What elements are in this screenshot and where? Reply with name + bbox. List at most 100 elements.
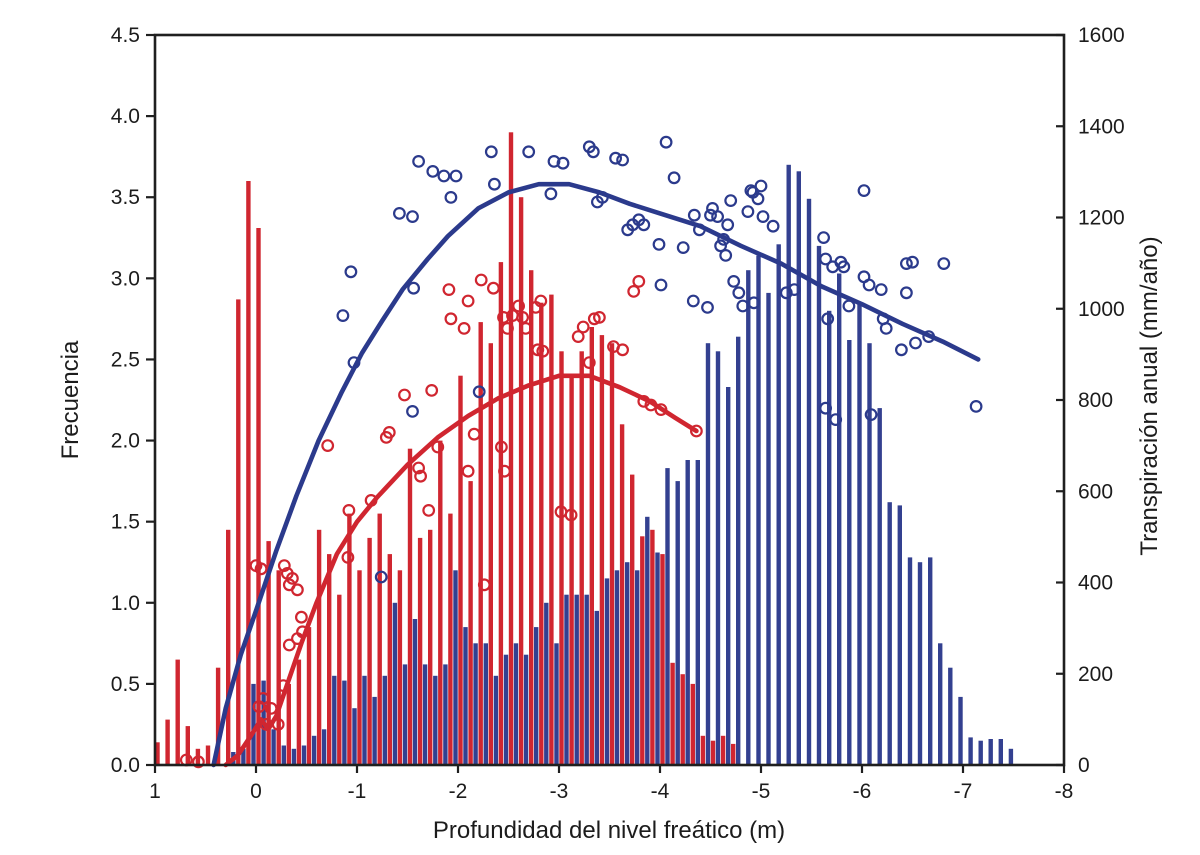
scatter-point-blue	[484, 145, 498, 159]
y-axis-left-title: Frecuencia	[57, 340, 84, 459]
y-left-tick-label: 2.0	[111, 430, 140, 453]
scatter-point-blue	[659, 135, 673, 149]
histogram-bar-blue	[483, 643, 488, 765]
scatter-point-blue	[754, 179, 768, 193]
x-tick-label: -3	[550, 780, 569, 803]
histogram-bar-blue	[705, 343, 711, 765]
scatter-point-red	[254, 562, 268, 576]
histogram-bar-red	[599, 335, 605, 765]
scatter-point-red	[398, 388, 411, 402]
histogram-bar-blue	[847, 340, 852, 765]
scatter-point-blue	[437, 169, 451, 183]
scatter-point-red	[295, 610, 308, 624]
scatter-point-red	[442, 283, 456, 297]
histogram-bar-red	[215, 667, 221, 765]
scatter-point-red	[282, 638, 296, 652]
scatter-point-red	[467, 427, 481, 441]
scatter-point-blue	[857, 184, 871, 198]
histogram-bar-red	[286, 683, 291, 765]
histogram-bar-blue	[433, 675, 438, 765]
histogram-bar-red	[630, 474, 635, 765]
scatter-point-red	[582, 356, 596, 370]
y-left-tick-label: 1.5	[111, 511, 140, 534]
scatter-point-blue	[444, 190, 458, 204]
histogram-bar-blue	[988, 739, 993, 765]
y-right-tick-label: 1200	[1078, 207, 1125, 230]
scatter-point-red	[576, 320, 590, 334]
scatter-point-blue	[544, 187, 558, 201]
scatter-point-red	[498, 464, 511, 478]
histogram-bar-blue	[635, 570, 640, 765]
scatter-point-blue	[819, 401, 832, 415]
histogram-bar-blue	[422, 664, 428, 765]
scatter-point-blue	[895, 343, 908, 357]
histogram-bar-red	[609, 343, 615, 765]
y-right-tick-label: 400	[1078, 572, 1113, 595]
histogram-bar-blue	[948, 667, 953, 765]
scatter-point-blue	[874, 283, 888, 297]
histogram-bar-red	[377, 513, 382, 765]
histogram-bar-red	[185, 726, 190, 765]
histogram-bar-blue	[503, 654, 509, 765]
histogram-bar-blue	[766, 292, 771, 765]
histogram-bar-blue	[715, 351, 721, 765]
y-left-tick-label: 2.5	[111, 348, 140, 371]
scatter-point-red	[252, 700, 266, 713]
scatter-point-blue	[787, 283, 801, 297]
scatter-point-blue	[336, 309, 350, 323]
scatter-point-red	[571, 330, 585, 344]
scatter-point-blue	[637, 218, 651, 232]
histogram-bar-red	[256, 228, 261, 765]
scatter-point-red	[425, 384, 439, 397]
histogram-bar-red	[316, 529, 322, 765]
scatter-point-blue	[900, 286, 913, 300]
scatter-point-blue	[676, 241, 690, 255]
histogram-bar-red	[539, 302, 544, 765]
histogram-bar-blue	[877, 408, 882, 765]
histogram-bar-blue	[806, 198, 812, 766]
histogram-bar-red	[670, 662, 675, 765]
scatter-point-blue	[741, 205, 755, 219]
histogram-bar-red	[428, 529, 433, 765]
histogram-bar-red	[508, 132, 514, 766]
plot-frame	[153, 33, 1066, 767]
histogram-bar-red	[619, 424, 625, 765]
x-tick-label: -1	[348, 780, 367, 803]
scatter-point-blue	[900, 257, 913, 271]
histogram-bar-blue	[271, 729, 276, 765]
y-left-tick-label: 3.0	[111, 267, 140, 290]
histogram-bar-blue	[574, 594, 579, 765]
histogram-bar-red	[438, 440, 443, 765]
histogram-bar-red	[175, 659, 180, 765]
scatter-point-blue	[969, 400, 983, 413]
scatter-point-red	[637, 395, 651, 408]
histogram-bar-red	[680, 674, 685, 765]
scatter-point-blue	[906, 255, 919, 269]
histogram-bar-red	[397, 570, 403, 765]
scatter-point-blue	[747, 296, 761, 310]
scatter-point-blue	[701, 301, 714, 314]
histogram-bar-blue	[493, 675, 499, 765]
scatter-point-blue	[724, 194, 738, 208]
histogram-bar-red	[367, 537, 372, 765]
scatter-point-blue	[596, 190, 609, 204]
scatter-point-red	[341, 551, 355, 564]
histogram-bar-red	[710, 740, 716, 765]
histogram-bar-blue	[372, 696, 377, 765]
scatter-point-blue	[727, 275, 741, 288]
histogram-bar-blue	[362, 675, 367, 765]
x-tick-label: -6	[853, 780, 872, 803]
scatter-point-red	[444, 312, 458, 326]
histogram-bar-red	[306, 627, 312, 765]
histogram-bar-blue	[746, 270, 751, 765]
histogram-bar-blue	[726, 387, 731, 765]
scatter-point-red	[564, 508, 578, 522]
histogram-bar-red	[246, 181, 251, 765]
scatter-point-blue	[821, 312, 835, 326]
scatter-point-red	[593, 311, 606, 324]
histogram-bar-blue	[342, 680, 347, 765]
scatter-point-blue	[829, 413, 843, 427]
y-right-tick-label: 1600	[1078, 24, 1125, 47]
histogram-bar-blue	[604, 578, 610, 765]
